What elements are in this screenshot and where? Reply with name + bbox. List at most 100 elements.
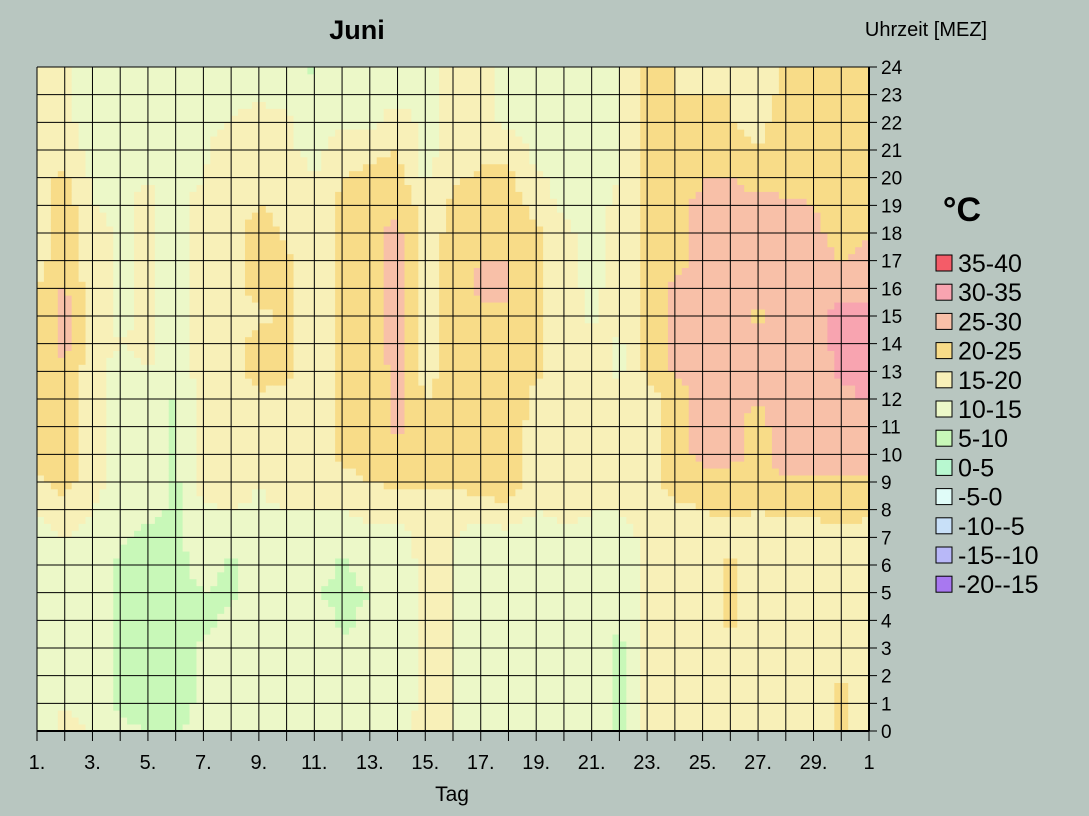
heatmap-cell	[106, 378, 114, 386]
heatmap-cell	[293, 357, 301, 365]
heatmap-cell	[258, 253, 267, 262]
heatmap-cell	[321, 426, 329, 434]
heatmap-cell	[168, 661, 177, 670]
heatmap-cell	[92, 516, 100, 524]
heatmap-cell	[99, 226, 107, 234]
heatmap-cell	[349, 288, 357, 296]
heatmap-cell	[279, 482, 287, 490]
heatmap-cell	[57, 392, 66, 400]
heatmap-cell	[182, 613, 190, 621]
heatmap-cell	[328, 226, 336, 234]
heatmap-cell	[335, 191, 343, 199]
heatmap-cell	[92, 143, 100, 151]
heatmap-cell	[175, 433, 183, 441]
heatmap-cell	[314, 585, 322, 594]
heatmap-cell	[106, 717, 114, 725]
heatmap-cell	[265, 495, 274, 504]
heatmap-cell	[175, 461, 183, 469]
heatmap-cell	[134, 530, 142, 538]
heatmap-cell	[182, 551, 190, 559]
heatmap-cell	[78, 433, 86, 441]
heatmap-cell	[245, 357, 253, 365]
heatmap-cell	[369, 364, 378, 372]
heatmap-cell	[390, 385, 398, 393]
heatmap-cell	[217, 260, 225, 268]
heatmap-cell	[43, 468, 52, 476]
heatmap-cell	[78, 682, 86, 690]
heatmap-cell	[265, 724, 274, 732]
heatmap-cell	[321, 198, 329, 206]
heatmap-cell	[355, 412, 364, 421]
heatmap-cell	[113, 502, 121, 511]
heatmap-cell	[251, 530, 260, 538]
heatmap-cell	[50, 108, 59, 116]
heatmap-cell	[238, 488, 246, 497]
heatmap-cell	[92, 558, 100, 566]
heatmap-cell	[161, 724, 170, 732]
heatmap-cell	[113, 205, 121, 213]
heatmap-cell	[376, 302, 385, 310]
heatmap-cell	[43, 184, 52, 192]
heatmap-cell	[300, 544, 308, 552]
heatmap-cell	[224, 336, 232, 345]
heatmap-cell	[265, 475, 274, 483]
heatmap-cell	[307, 461, 315, 469]
heatmap-cell	[92, 329, 100, 338]
heatmap-cell	[314, 212, 322, 220]
heatmap-cell	[37, 447, 45, 455]
heatmap-cell	[286, 551, 294, 559]
heatmap-cell	[314, 170, 322, 179]
heatmap-cell	[57, 156, 66, 165]
heatmap-cell	[369, 523, 378, 531]
heatmap-cell	[217, 177, 225, 185]
heatmap-cell	[342, 565, 350, 573]
heatmap-cell	[224, 523, 232, 531]
heatmap-cell	[127, 551, 135, 559]
heatmap-cell	[383, 696, 391, 704]
heatmap-cell	[106, 343, 114, 351]
heatmap-cell	[85, 150, 93, 158]
heatmap-cell	[71, 191, 79, 199]
heatmap-cell	[85, 295, 93, 303]
heatmap-cell	[286, 267, 294, 275]
heatmap-cell	[210, 253, 218, 262]
heatmap-cell	[293, 129, 301, 137]
heatmap-cell	[154, 177, 163, 185]
heatmap-cell	[147, 606, 156, 614]
heatmap-cell	[57, 717, 66, 725]
heatmap-cell	[57, 226, 66, 234]
heatmap-cell	[175, 378, 183, 386]
heatmap-cell	[231, 302, 239, 310]
heatmap-cell	[43, 94, 52, 102]
heatmap-cell	[251, 309, 260, 317]
heatmap-cell	[127, 73, 135, 82]
heatmap-cell	[203, 641, 211, 649]
heatmap-cell	[355, 495, 364, 504]
heatmap-cell	[182, 205, 190, 213]
heatmap-cell	[307, 343, 315, 351]
heatmap-cell	[376, 412, 385, 421]
heatmap-cell	[127, 627, 135, 635]
heatmap-cell	[78, 309, 86, 317]
heatmap-cell	[161, 191, 170, 199]
heatmap-cell	[71, 641, 79, 649]
heatmap-cell	[147, 212, 156, 220]
heatmap-cell	[71, 565, 79, 573]
heatmap-cell	[245, 475, 253, 483]
heatmap-cell	[127, 309, 135, 317]
heatmap-cell	[376, 606, 385, 614]
heatmap-cell	[147, 343, 156, 351]
heatmap-cell	[127, 115, 135, 123]
heatmap-cell	[113, 274, 121, 282]
heatmap-cell	[168, 544, 177, 552]
heatmap-cell	[307, 260, 315, 268]
heatmap-cell	[238, 108, 246, 116]
heatmap-cell	[50, 724, 59, 732]
heatmap-cell	[43, 322, 52, 331]
heatmap-cell	[376, 634, 385, 642]
heatmap-cell	[279, 399, 287, 407]
heatmap-cell	[265, 399, 274, 407]
heatmap-cell	[168, 419, 177, 428]
heatmap-cell	[349, 378, 357, 386]
heatmap-cell	[231, 405, 239, 414]
